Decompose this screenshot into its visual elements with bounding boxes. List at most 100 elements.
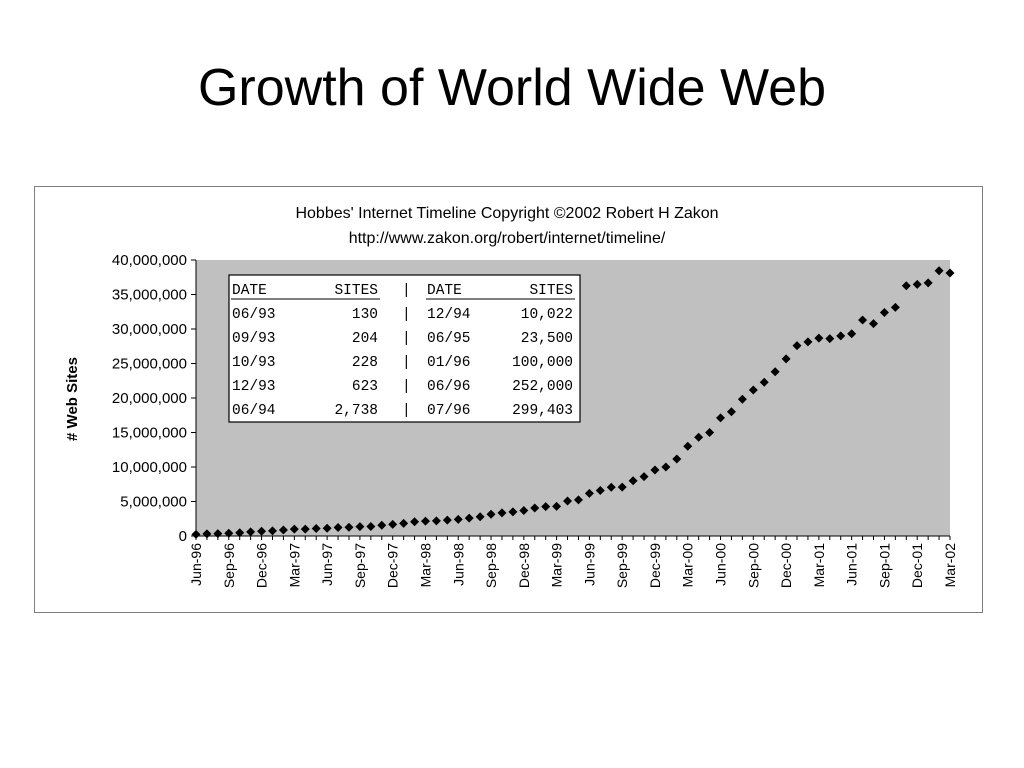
- y-axis: 40,000,000 35,000,000 30,000,000 25,000,000…: [112, 252, 197, 545]
- inset-table-cell: 09/93: [232, 331, 276, 347]
- x-tick-label: Jun-99: [581, 543, 597, 586]
- inset-header-cell: SITES: [334, 283, 378, 299]
- inset-table-cell: 10,022: [521, 307, 573, 323]
- x-tick-label: Mar-00: [680, 543, 696, 588]
- y-axis-label: # Web Sites: [64, 357, 81, 441]
- inset-table-cell: 228: [352, 355, 378, 371]
- data-point: [694, 432, 704, 442]
- data-point: [759, 377, 769, 387]
- data-point: [923, 278, 933, 288]
- y-tick-label: 40,000,000: [112, 252, 187, 269]
- data-point: [355, 522, 365, 532]
- inset-table-cell: 130: [352, 307, 378, 323]
- data-point: [224, 528, 234, 538]
- inset-table-cell: 06/94: [232, 403, 276, 419]
- x-tick-label: Jun-96: [188, 543, 204, 586]
- data-point: [322, 523, 332, 533]
- x-tick-label: Mar-98: [417, 543, 433, 588]
- data-point: [628, 476, 638, 486]
- data-point: [519, 506, 529, 516]
- y-tick-label: 0: [179, 528, 187, 545]
- inset-table-cell: 623: [352, 379, 378, 395]
- y-tick-label: 5,000,000: [120, 494, 187, 511]
- data-point: [770, 367, 780, 377]
- inset-header-cell: DATE: [427, 283, 462, 299]
- data-point: [901, 281, 911, 291]
- series-markers: [191, 266, 955, 539]
- data-point: [344, 522, 354, 532]
- data-point: [726, 407, 736, 417]
- data-point: [595, 485, 605, 495]
- x-tick-label: Jun-00: [713, 543, 729, 586]
- data-point: [617, 482, 627, 492]
- data-point: [792, 341, 802, 351]
- x-tick-label: Sep-01: [876, 543, 892, 588]
- data-point: [661, 462, 671, 472]
- x-tick-label: Sep-96: [221, 543, 237, 588]
- data-point: [716, 413, 726, 423]
- data-point: [333, 522, 343, 532]
- data-point: [453, 514, 463, 524]
- y-tick-label: 15,000,000: [112, 425, 187, 442]
- x-tick-label: Dec-96: [254, 543, 270, 588]
- x-tick-label: Dec-00: [778, 543, 794, 588]
- data-point: [420, 516, 430, 526]
- data-point: [836, 331, 846, 341]
- data-point: [945, 268, 955, 278]
- data-point: [399, 518, 409, 528]
- data-point: [300, 524, 310, 534]
- inset-table-cell: 07/96: [427, 403, 471, 419]
- inset-table-cell: 2,738: [334, 403, 378, 419]
- inset-table-cell: 01/96: [427, 355, 471, 371]
- chart-canvas: Hobbes' Internet Timeline Copyright ©200…: [64, 205, 958, 588]
- data-point: [497, 508, 507, 518]
- data-point: [202, 529, 212, 539]
- data-point: [267, 526, 277, 536]
- inset-header-cell: |: [402, 283, 411, 299]
- data-point: [530, 503, 540, 513]
- data-point: [912, 279, 922, 289]
- data-point: [257, 526, 267, 536]
- x-tick-label: Dec-97: [385, 543, 401, 588]
- x-tick-label: Sep-97: [352, 543, 368, 588]
- data-point: [486, 509, 496, 519]
- inset-table-cell: |: [402, 355, 411, 371]
- x-tick-label: Sep-98: [483, 543, 499, 588]
- inset-table-cell: 10/93: [232, 355, 276, 371]
- data-point: [191, 529, 201, 539]
- x-tick-label: Sep-99: [614, 543, 630, 588]
- x-axis: Jun-96 Sep-96 Dec-96 Mar-97 Jun-97 Sep-97 Dec-…: [188, 535, 958, 588]
- x-tick-label: Jun-97: [319, 543, 335, 586]
- inset-table-cell: 06/95: [427, 331, 471, 347]
- x-tick-label: Mar-01: [811, 543, 827, 588]
- data-point: [442, 515, 452, 525]
- x-tick-label: Mar-97: [286, 543, 302, 588]
- x-tick-label: Sep-00: [745, 543, 761, 588]
- inset-table-cell: |: [402, 307, 411, 323]
- data-point: [366, 521, 376, 531]
- x-tick-label: Jun-01: [844, 543, 860, 586]
- inset-table-cell: 299,403: [512, 403, 573, 419]
- y-tick-label: 35,000,000: [112, 287, 187, 304]
- x-tick-label: Mar-99: [549, 543, 565, 588]
- y-tick-label: 10,000,000: [112, 459, 187, 476]
- inset-table-cell: 06/96: [427, 379, 471, 395]
- inset-table-cell: 12/93: [232, 379, 276, 395]
- y-tick-label: 25,000,000: [112, 356, 187, 373]
- x-tick-label: Mar-02: [942, 543, 958, 588]
- inset-header-cell: DATE: [232, 283, 267, 299]
- data-point: [552, 501, 562, 511]
- inset-table-cell: |: [402, 331, 411, 347]
- data-point: [825, 334, 835, 344]
- data-point: [748, 385, 758, 395]
- data-point: [803, 337, 813, 347]
- data-point: [410, 517, 420, 527]
- inset-table-cell: 252,000: [512, 379, 573, 395]
- slide-title: Growth of World Wide Web: [197, 59, 827, 117]
- data-point: [584, 488, 594, 498]
- data-point: [311, 524, 321, 534]
- data-point: [683, 441, 693, 451]
- data-point: [431, 516, 441, 526]
- data-point: [705, 428, 715, 437]
- data-point: [541, 502, 551, 512]
